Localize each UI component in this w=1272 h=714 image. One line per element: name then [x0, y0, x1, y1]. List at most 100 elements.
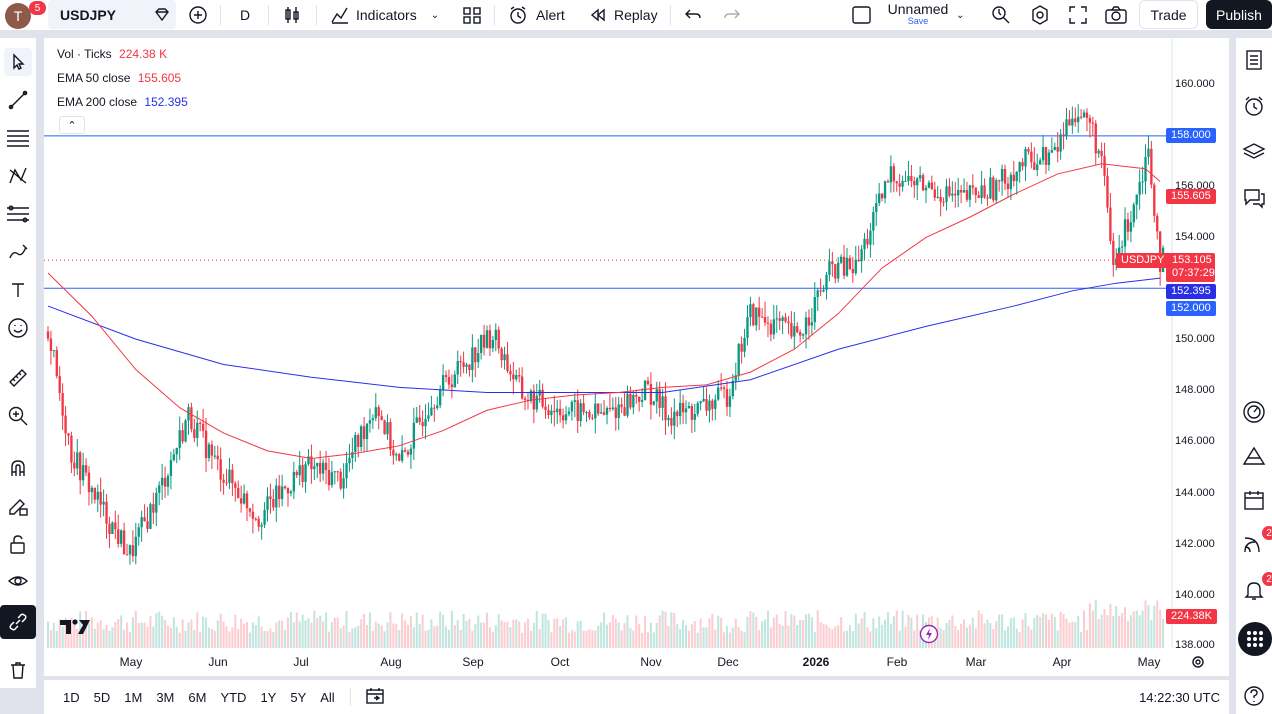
price-chart[interactable]	[44, 38, 1229, 676]
redo-icon[interactable]	[722, 0, 742, 30]
price-tick: 160.000	[1175, 78, 1215, 90]
candles-icon[interactable]	[283, 0, 301, 30]
calendar-icon[interactable]	[1240, 486, 1268, 514]
quick-search-icon[interactable]	[990, 0, 1012, 30]
utc-clock[interactable]: 14:22:30 UTC	[1139, 689, 1220, 705]
candle-body	[354, 434, 357, 453]
interval-button[interactable]: D	[240, 0, 250, 30]
indicators-button[interactable]: Indicators ⌄	[330, 0, 439, 30]
fib-icon[interactable]	[4, 200, 32, 228]
magnet-icon[interactable]	[4, 454, 32, 482]
fullscreen-icon[interactable]	[1067, 0, 1089, 30]
volume-bar	[725, 626, 729, 648]
date-range-calendar-icon[interactable]	[365, 686, 385, 709]
pattern-icon[interactable]	[4, 162, 32, 190]
undo-icon[interactable]	[683, 0, 703, 30]
volume-bar	[175, 626, 178, 648]
lock-icon[interactable]	[4, 530, 32, 558]
volume-bar	[263, 631, 266, 648]
link-icon[interactable]	[0, 605, 36, 639]
legend-volume[interactable]: Vol · Ticks 224.38 K	[57, 47, 167, 61]
zoom-in-icon[interactable]	[4, 402, 32, 430]
last-price: 153.105	[1172, 254, 1212, 266]
range-1d[interactable]: 1D	[63, 689, 80, 705]
candle-body	[1027, 148, 1030, 152]
layout-chevron-down-icon[interactable]: ⌄	[956, 9, 965, 21]
settings-icon[interactable]	[1029, 0, 1051, 30]
diamond-icon[interactable]	[152, 0, 172, 30]
volume-bar	[708, 618, 711, 648]
range-ytd[interactable]: YTD	[220, 689, 247, 705]
trend-line-icon[interactable]	[4, 86, 32, 114]
volume-bar	[412, 627, 415, 648]
range-1m[interactable]: 1M	[124, 689, 143, 705]
volume-bar	[684, 624, 688, 648]
candle-body	[693, 413, 696, 420]
range-1y[interactable]: 1Y	[260, 689, 277, 705]
alert-button[interactable]: Alert	[508, 0, 565, 30]
symbol-search-button[interactable]: USDJPY	[48, 0, 176, 29]
range-5y[interactable]: 5Y	[290, 689, 307, 705]
apps-grid-icon[interactable]	[1238, 622, 1272, 656]
volume-bar	[392, 623, 395, 648]
ruler-icon[interactable]	[4, 364, 32, 392]
candle-body	[570, 401, 574, 412]
text-icon[interactable]	[4, 276, 32, 304]
candle-body	[289, 491, 293, 494]
volume-bar	[439, 611, 442, 648]
range-5d[interactable]: 5D	[93, 689, 111, 705]
volume-bar	[146, 626, 149, 648]
tradingview-logo-icon[interactable]	[59, 617, 91, 642]
eye-icon[interactable]	[4, 568, 32, 596]
volume-bar	[974, 627, 977, 648]
axis-settings-gear-icon[interactable]	[1190, 654, 1206, 675]
publish-button[interactable]: Publish	[1206, 0, 1272, 29]
mountains-icon[interactable]	[1240, 442, 1268, 470]
volume-bar	[529, 630, 532, 648]
cursor-icon[interactable]	[4, 48, 32, 76]
emoji-icon[interactable]	[4, 314, 32, 342]
layout-name: Unnamed	[887, 1, 949, 17]
news-feed-icon[interactable]: 2	[1240, 526, 1272, 558]
horizontal-lines-icon[interactable]	[4, 124, 32, 152]
chat-icon[interactable]	[1240, 184, 1268, 212]
layout-square-icon[interactable]	[851, 0, 873, 30]
camera-icon[interactable]	[1104, 0, 1128, 30]
range-6m[interactable]: 6M	[188, 689, 207, 705]
candle-body	[436, 405, 439, 408]
volume-bar	[641, 632, 644, 648]
replay-button[interactable]: Replay	[588, 0, 658, 30]
candle-body	[395, 454, 398, 456]
watchlist-icon[interactable]	[1240, 46, 1268, 74]
speedometer-icon[interactable]	[1240, 398, 1268, 426]
legend-ema200[interactable]: EMA 200 close 152.395	[57, 95, 188, 109]
volume-bar	[1053, 616, 1056, 648]
candle-body	[494, 329, 497, 341]
layers-icon[interactable]	[1240, 138, 1268, 166]
chevron-down-icon[interactable]: ⌄	[430, 9, 440, 21]
candle-body	[169, 460, 173, 476]
legend-ema50[interactable]: EMA 50 close 155.605	[57, 71, 181, 85]
layout-name-button[interactable]: Unnamed Save	[886, 2, 950, 27]
candle-body	[1082, 112, 1086, 118]
add-symbol-icon[interactable]	[188, 0, 208, 30]
templates-icon[interactable]	[462, 0, 482, 30]
trash-icon[interactable]	[4, 656, 32, 684]
bell-icon[interactable]: 2	[1240, 572, 1272, 604]
trade-button[interactable]: Trade	[1139, 0, 1198, 29]
candle-body	[661, 396, 664, 408]
volume-bar	[202, 616, 205, 648]
collapse-legend-chevron-icon[interactable]: ⌃	[59, 116, 85, 134]
lock-drawing-pencil-icon[interactable]	[4, 492, 32, 520]
volume-bar	[901, 610, 904, 648]
lightning-event-icon[interactable]	[919, 624, 939, 649]
alarm-icon[interactable]	[1240, 92, 1268, 120]
candle-body	[1126, 219, 1130, 232]
brush-icon[interactable]	[4, 238, 32, 266]
range-3m[interactable]: 3M	[156, 689, 175, 705]
candle-body	[140, 517, 143, 528]
chart-pane[interactable]: Vol · Ticks 224.38 K EMA 50 close 155.60…	[44, 38, 1229, 676]
help-icon[interactable]	[1240, 682, 1268, 710]
range-all[interactable]: All	[320, 689, 335, 705]
